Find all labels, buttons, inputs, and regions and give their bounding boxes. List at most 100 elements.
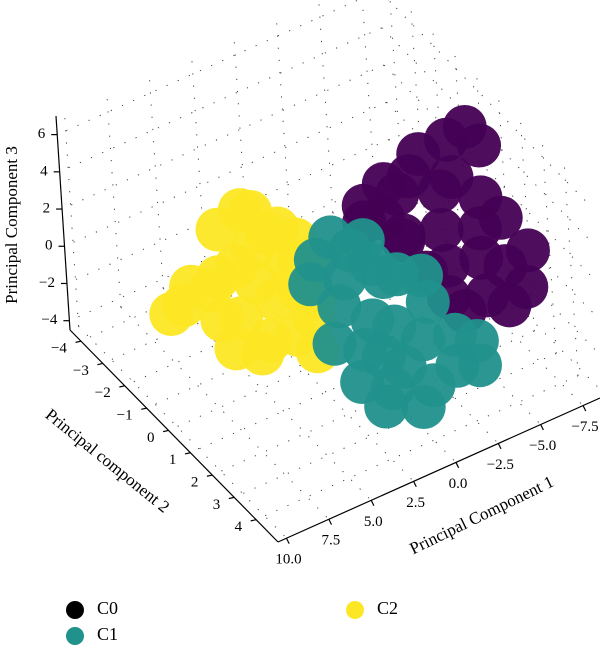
- grid-line: [63, 112, 79, 327]
- y-tick-mark: [228, 496, 235, 500]
- y-axis-label: Principal component 2: [42, 405, 174, 517]
- x-tick-label: −7.5: [571, 419, 598, 435]
- grid-line: [275, 17, 291, 232]
- y-tick-mark: [250, 519, 257, 522]
- y-tick-mark: [162, 429, 169, 433]
- x-tick-label: −5.0: [529, 438, 556, 454]
- z-axis-label: Principal Component 3: [2, 146, 21, 304]
- grid-line: [391, 176, 600, 390]
- point-C1: [312, 321, 357, 366]
- point-C1: [401, 384, 446, 429]
- point-C2: [217, 188, 262, 233]
- x-axis-label: Principal Component 1: [407, 472, 557, 558]
- grid-line: [381, 27, 591, 241]
- y-tick-mark: [141, 407, 147, 410]
- grid-line: [255, 375, 579, 521]
- point-C1: [454, 318, 499, 363]
- grid-line: [61, 64, 385, 210]
- grid-line: [64, 101, 387, 247]
- y-tick-label: 2: [191, 474, 199, 490]
- legend-label-C2: C2: [377, 598, 398, 618]
- point-C0: [478, 195, 523, 240]
- y-tick-label: 3: [213, 497, 221, 513]
- legend-marker-C2: [346, 601, 364, 619]
- z-tick-label: −4: [41, 312, 57, 328]
- grid-line: [78, 325, 287, 539]
- legend-label-C0: C0: [97, 598, 118, 618]
- point-C0: [505, 228, 550, 273]
- y-axis-line: [69, 329, 279, 543]
- z-axis-line: [55, 115, 71, 331]
- x-tick-mark: [285, 537, 290, 544]
- grid-line: [318, 0, 334, 213]
- grid-line: [80, 196, 404, 342]
- axes: −7.5−5.0−2.50.02.55.07.510.0−4−3−2−10123…: [38, 115, 600, 568]
- grid-line: [59, 27, 382, 173]
- point-C2: [255, 206, 300, 251]
- point-C1: [399, 253, 444, 298]
- y-tick-mark: [184, 452, 191, 455]
- z-tick-label: 0: [45, 238, 53, 254]
- z-tick-label: 6: [38, 126, 46, 142]
- x-tick-mark: [328, 518, 333, 525]
- x-tick-mark: [370, 500, 375, 506]
- grid-line: [383, 64, 593, 278]
- grid-line: [361, 0, 376, 194]
- grid-line: [69, 176, 392, 322]
- legend-marker-C0: [66, 601, 84, 619]
- grid-line: [212, 330, 535, 476]
- legend-marker-C1: [66, 627, 84, 645]
- x-tick-mark: [413, 481, 417, 488]
- z-tick-label: 2: [43, 200, 51, 216]
- x-tick-label: 5.0: [364, 514, 383, 530]
- y-tick-label: −4: [51, 341, 67, 357]
- x-tick-label: 0.0: [449, 476, 468, 492]
- grid-line: [57, 0, 360, 136]
- x-tick-label: −2.5: [487, 457, 514, 473]
- y-tick-label: −2: [95, 385, 111, 401]
- grid-line: [124, 241, 447, 387]
- y-tick-mark: [75, 340, 82, 343]
- legend-label-C1: C1: [97, 624, 118, 644]
- y-tick-label: 1: [169, 452, 177, 468]
- y-tick-mark: [206, 474, 213, 477]
- point-C0: [457, 123, 502, 168]
- grid-line: [66, 139, 390, 284]
- point-C1: [362, 334, 407, 379]
- y-tick-mark: [119, 385, 125, 388]
- grid-line: [102, 219, 426, 364]
- point-C2: [214, 326, 259, 371]
- z-tick-label: −2: [39, 275, 55, 291]
- x-tick-label: 2.5: [406, 495, 425, 511]
- data-points: [149, 104, 550, 429]
- z-tick-label: 4: [40, 163, 48, 179]
- y-tick-mark: [97, 362, 103, 366]
- grid-line: [146, 263, 469, 409]
- y-tick-label: −3: [73, 363, 89, 379]
- point-C1: [364, 384, 409, 429]
- y-tick-label: 0: [147, 430, 155, 446]
- y-tick-label: −1: [117, 408, 133, 424]
- grid-line: [387, 0, 588, 203]
- legend: C0 C1 C2: [66, 598, 398, 645]
- grid-line: [162, 287, 372, 501]
- grid-line: [168, 285, 491, 431]
- y-tick-label: 4: [235, 519, 243, 535]
- grid-line: [120, 306, 330, 520]
- point-C2: [149, 292, 194, 337]
- point-C0: [504, 264, 549, 309]
- x-axis-line: [277, 397, 600, 543]
- x-tick-label: 10.0: [275, 552, 301, 568]
- x-tick-label: 7.5: [321, 533, 340, 549]
- grid-line: [234, 352, 557, 498]
- grid-line: [148, 74, 164, 289]
- x-tick-mark: [455, 462, 460, 469]
- grid-line: [106, 93, 122, 308]
- grid-line: [563, 161, 579, 376]
- x-tick-mark: [540, 424, 544, 431]
- point-C0: [419, 208, 464, 253]
- point-C1: [340, 218, 385, 263]
- point-C0: [417, 169, 462, 214]
- point-C1: [293, 237, 338, 282]
